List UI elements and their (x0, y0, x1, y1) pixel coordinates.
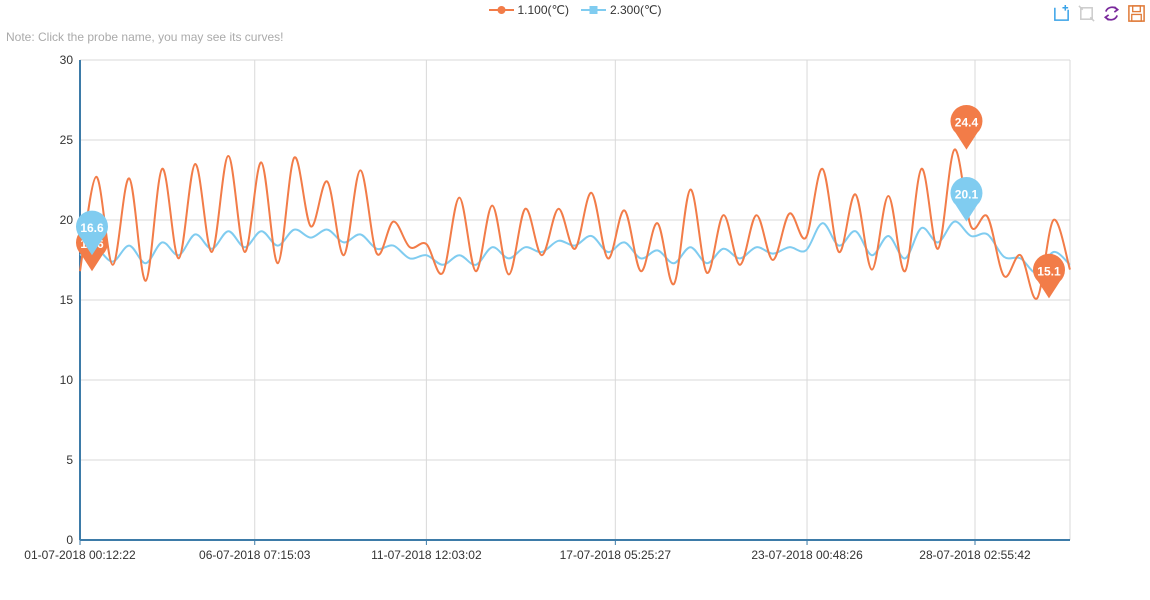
marker-pin-shape (950, 104, 983, 150)
legend: 1.100(℃) 2.300(℃) (0, 3, 1150, 17)
marker-pin-label: 15.1 (1037, 264, 1061, 278)
x-tick-label: 28-07-2018 02:55:42 (919, 548, 1031, 562)
legend-line-square-icon (581, 6, 606, 14)
x-tick-label: 17-07-2018 05:25:27 (560, 548, 672, 562)
grid (79, 59, 1071, 541)
y-tick-label: 15 (60, 293, 74, 307)
toolbox (1052, 4, 1146, 23)
marker-pin-shape (950, 176, 983, 222)
zoom-icon[interactable] (1052, 4, 1071, 23)
save-image-icon[interactable] (1127, 4, 1146, 23)
series-2-marker-pin[interactable]: 16.6 (76, 210, 108, 256)
marker-pin-label: 20.1 (955, 188, 979, 202)
legend-item-series-1[interactable]: 1.100(℃) (488, 3, 570, 17)
x-tick-label: 06-07-2018 07:15:03 (199, 548, 311, 562)
marker-pins: 16.624.415.116.620.1 (76, 104, 1065, 299)
series-1-marker-pin[interactable]: 15.1 (1032, 253, 1065, 299)
series-layer (79, 148, 1071, 300)
y-tick-label: 20 (60, 213, 74, 227)
y-tick-label: 10 (60, 373, 74, 387)
series-line-2[interactable] (79, 220, 1071, 274)
restore-icon[interactable] (1102, 4, 1121, 23)
note-text: Note: Click the probe name, you may see … (6, 30, 284, 44)
y-tick-label: 0 (66, 533, 73, 547)
x-tick-label: 01-07-2018 00:12:22 (24, 548, 136, 562)
series-1-marker-pin[interactable]: 24.4 (950, 104, 983, 150)
x-tick-label: 23-07-2018 00:48:26 (751, 548, 863, 562)
legend-line-circle-icon (488, 6, 514, 14)
axes: 0 5 10 15 20 25 30 01-07-2018 00:12:22 06-07-201… (24, 53, 1070, 562)
legend-label-series-2: 2.300(℃) (610, 3, 662, 17)
x-tick-label: 11-07-2018 12:03:02 (371, 548, 482, 562)
series-2-marker-pin[interactable]: 20.1 (950, 176, 983, 222)
marker-pin-label: 24.4 (955, 116, 979, 130)
series-line-1[interactable] (79, 148, 1071, 300)
marker-pin-shape (76, 210, 108, 256)
marker-pin-shape (1032, 253, 1065, 299)
legend-label-series-1: 1.100(℃) (517, 3, 570, 17)
y-tick-label: 30 (60, 53, 74, 67)
zoom-reset-icon[interactable] (1077, 4, 1096, 23)
y-tick-label: 5 (66, 453, 73, 467)
marker-pin-label: 16.6 (80, 221, 104, 235)
y-tick-label: 25 (60, 133, 74, 147)
legend-item-series-2[interactable]: 2.300(℃) (581, 3, 662, 17)
